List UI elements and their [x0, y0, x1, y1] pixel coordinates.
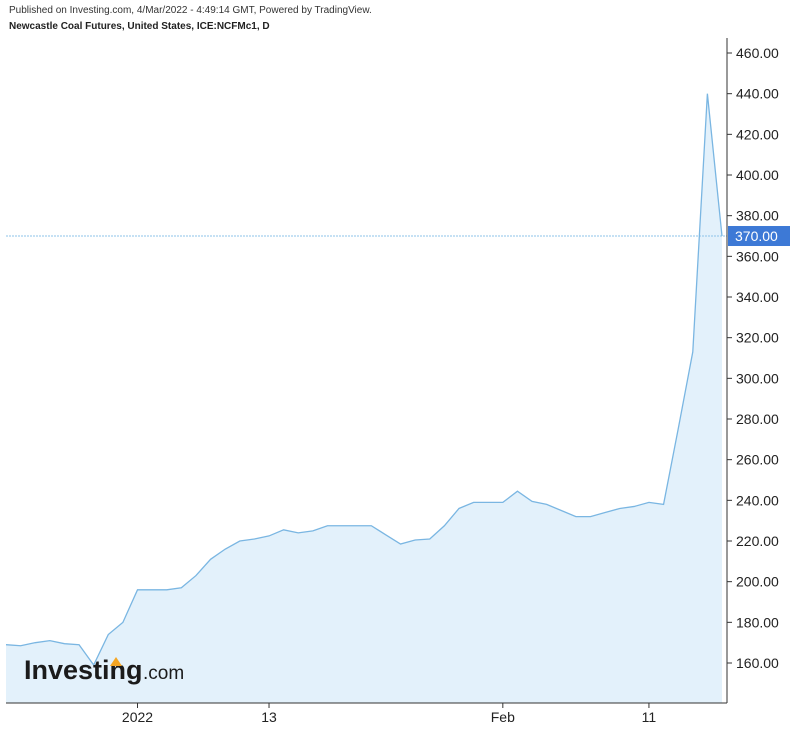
- y-tick-label: 240.00: [736, 492, 779, 508]
- series-line: [5, 93, 723, 667]
- y-tick-label: 440.00: [736, 86, 779, 102]
- y-tick-label: 260.00: [736, 452, 779, 468]
- y-tick-label: 200.00: [736, 574, 779, 590]
- investing-logo: Investing .com: [24, 655, 184, 685]
- y-tick-label: 300.00: [736, 370, 779, 386]
- y-tick-label: 220.00: [736, 533, 779, 549]
- y-tick-label: 180.00: [736, 614, 779, 630]
- publish-line: Published on Investing.com, 4/Mar/2022 -…: [9, 5, 372, 16]
- y-tick-label: 160.00: [736, 655, 779, 671]
- y-tick-label: 380.00: [736, 208, 779, 224]
- last-value-badge: [728, 226, 790, 247]
- y-tick-label: 460.00: [736, 45, 779, 61]
- y-tick-label: 360.00: [736, 248, 779, 264]
- chart-title: Newcastle Coal Futures, United States, I…: [9, 21, 270, 32]
- series-line-layer: [5, 93, 723, 667]
- area-fill-layer: [6, 93, 722, 704]
- y-tick-label: 280.00: [736, 411, 779, 427]
- y-tick-label: 320.00: [736, 330, 779, 346]
- axes: 160.00 180.00 200.00 220.00 240.00 260.00 280.…: [6, 38, 790, 725]
- x-tick-label: 13: [261, 709, 277, 725]
- x-tick-label: Feb: [491, 709, 515, 725]
- area-fill: [6, 93, 722, 704]
- y-tick-label: 420.00: [736, 126, 779, 142]
- last-value-label: 370.00: [735, 228, 778, 244]
- logo-sub-text: .com: [143, 663, 184, 684]
- logo-accent-icon: [110, 657, 122, 666]
- y-tick-label: 400.00: [736, 167, 779, 183]
- x-tick-label: 2022: [122, 709, 153, 725]
- y-tick-label: 340.00: [736, 289, 779, 305]
- x-tick-label: 11: [642, 709, 657, 725]
- logo-main-text: Investing: [24, 655, 143, 685]
